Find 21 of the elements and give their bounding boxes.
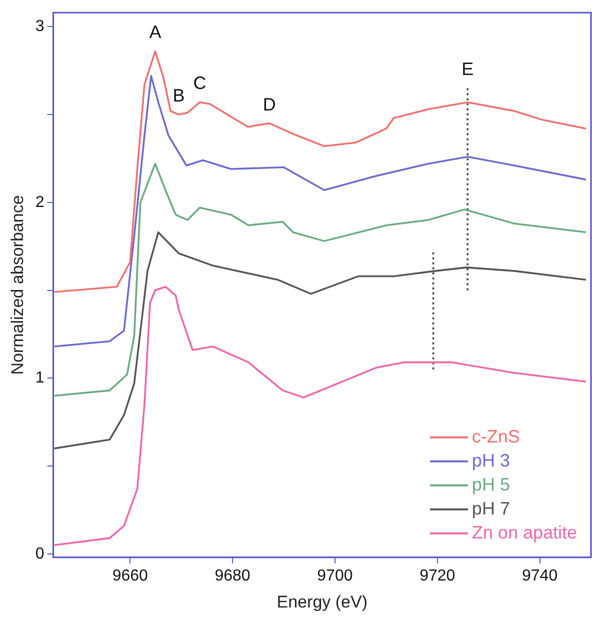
x-tick-label: 9720 (420, 567, 456, 584)
x-tick-label: 9660 (112, 567, 148, 584)
x-axis-title: Energy (eV) (276, 592, 368, 612)
y-tick-label: 2 (35, 194, 44, 211)
legend-label: c-ZnS (472, 426, 520, 446)
legend-label: pH 7 (472, 498, 510, 518)
legend-label: pH 3 (472, 450, 510, 470)
annotation: A (149, 22, 162, 42)
x-tick-label: 9700 (317, 567, 353, 584)
y-tick-label: 1 (35, 370, 44, 387)
y-tick-label: 0 (35, 545, 44, 562)
y-tick-label: 3 (35, 18, 44, 36)
annotation: C (193, 73, 206, 94)
annotation: D (262, 94, 276, 114)
x-tick-label: 9680 (214, 567, 250, 584)
legend-label: pH 5 (472, 474, 510, 494)
annotation: E (462, 59, 474, 80)
x-tick-label: 9740 (522, 567, 558, 584)
legend-label: Zn on apatite (472, 522, 578, 542)
annotation: B (172, 86, 185, 106)
y-axis-title: Normalized absorbance (8, 195, 27, 375)
